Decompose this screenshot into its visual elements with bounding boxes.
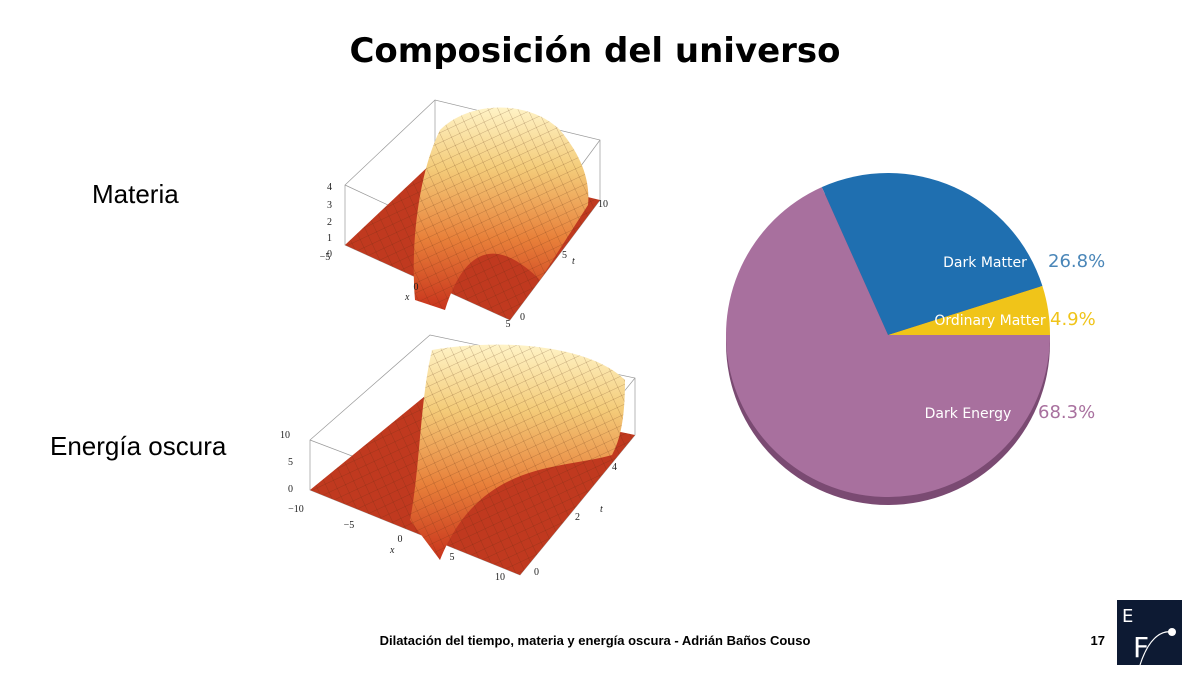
surface-mesh bbox=[410, 344, 625, 560]
x-tick-label: 5 bbox=[450, 552, 455, 563]
x-tick-label: −5 bbox=[320, 252, 331, 263]
slice-value-label: 68.3% bbox=[1038, 402, 1095, 423]
t-tick-label: 5 bbox=[562, 250, 567, 261]
surface-mesh bbox=[413, 107, 589, 310]
row-label: Energía oscura bbox=[50, 431, 227, 461]
x-axis-label: x bbox=[389, 545, 395, 556]
footer: Dilatación del tiempo, materia y energía… bbox=[380, 633, 811, 648]
x-tick-label: 0 bbox=[398, 534, 403, 545]
z-tick-label: 3 bbox=[327, 200, 332, 211]
t-axis-label: t bbox=[572, 256, 575, 267]
t-tick-label: 4 bbox=[612, 462, 617, 473]
pie-slice bbox=[821, 172, 1043, 335]
x-tick-label: −5 bbox=[344, 520, 355, 531]
row-label: Materia bbox=[92, 179, 179, 209]
x-tick-label: 5 bbox=[506, 319, 511, 330]
z-tick-label: 1 bbox=[327, 233, 332, 244]
pie-slice bbox=[726, 187, 1050, 497]
z-tick-label: 0 bbox=[288, 484, 293, 495]
t-tick-label: 0 bbox=[534, 567, 539, 578]
t-tick-label: 10 bbox=[598, 199, 608, 210]
slice-name: Dark Energy bbox=[925, 406, 1012, 422]
page-number: 17 bbox=[1091, 633, 1105, 648]
slice-name: Dark Matter bbox=[943, 255, 1027, 271]
slice-name: Ordinary Matter bbox=[934, 313, 1045, 329]
t-tick-label: 0 bbox=[520, 312, 525, 323]
t-tick-label: 2 bbox=[575, 512, 580, 523]
logo-letter: F bbox=[1133, 631, 1149, 664]
t-axis-label: t bbox=[600, 504, 603, 515]
slide-title: Composición del universo bbox=[349, 31, 840, 71]
x-axis-label: x bbox=[404, 292, 410, 303]
logo-letter: E bbox=[1122, 606, 1133, 627]
z-tick-label: 10 bbox=[280, 430, 290, 441]
x-tick-label: 10 bbox=[495, 572, 505, 583]
z-tick-label: 0 bbox=[327, 249, 332, 260]
z-tick-label: 5 bbox=[288, 457, 293, 468]
slice-value-label: 4.9% bbox=[1050, 309, 1096, 330]
logo: E F bbox=[1117, 600, 1182, 666]
z-tick-label: 2 bbox=[327, 217, 332, 228]
pie-slice bbox=[888, 285, 1050, 335]
x-tick-label: 0 bbox=[414, 282, 419, 293]
z-tick-label: 4 bbox=[327, 182, 332, 193]
slice-value-label: 26.8% bbox=[1048, 251, 1105, 272]
x-tick-label: −10 bbox=[288, 504, 304, 515]
